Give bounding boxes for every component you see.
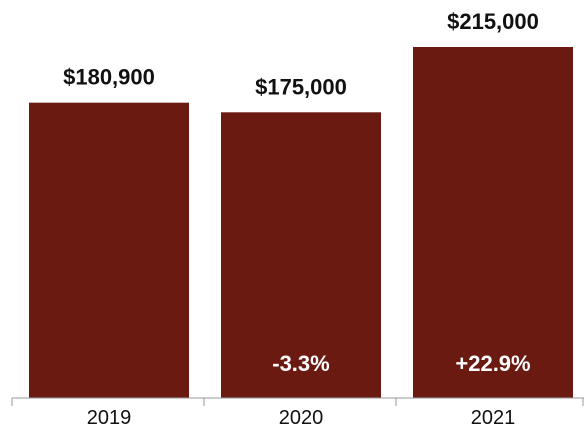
x-axis: 2019 2020 2021 bbox=[11, 397, 584, 429]
bar-change-label-2021: +22.9% bbox=[455, 351, 530, 376]
bar-value-label-2020: $175,000 bbox=[255, 74, 347, 99]
bar-2020 bbox=[221, 112, 381, 399]
bar-change-label-2020: -3.3% bbox=[272, 351, 329, 376]
bars-group bbox=[29, 47, 573, 399]
bar-2019 bbox=[29, 102, 189, 399]
bar-2021 bbox=[413, 47, 573, 398]
x-tick-label-2021: 2021 bbox=[471, 407, 516, 429]
bar-value-label-2021: $215,000 bbox=[447, 9, 539, 34]
bar-value-label-2019: $180,900 bbox=[63, 65, 155, 90]
x-tick-label-2019: 2019 bbox=[87, 407, 132, 429]
x-tick-label-2020: 2020 bbox=[279, 407, 324, 429]
value-labels-group: $180,900 $175,000 -3.3% $215,000 +22.9% bbox=[63, 9, 539, 376]
